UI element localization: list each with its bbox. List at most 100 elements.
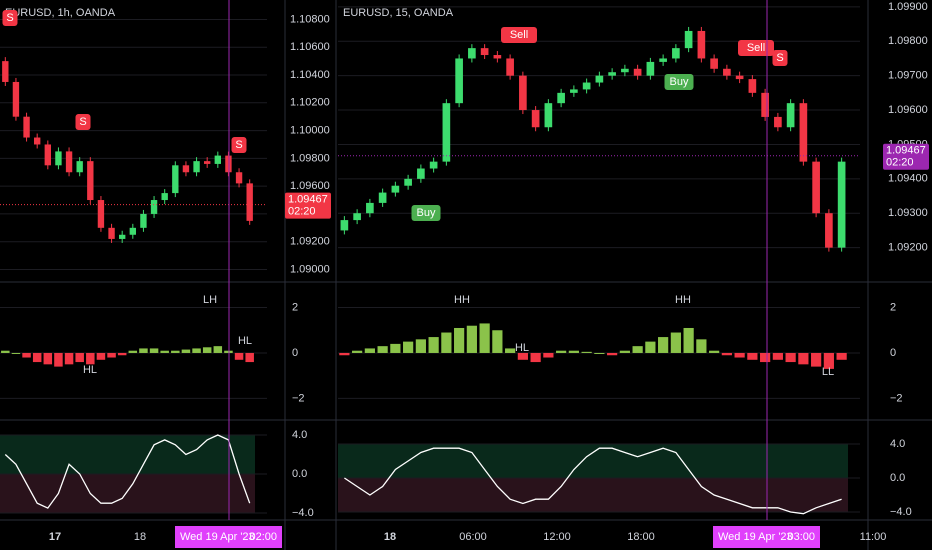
y-tick-label: 1.09600 xyxy=(888,104,928,116)
stochastic-line xyxy=(4,434,251,509)
crosshair-date-box xyxy=(175,526,282,548)
candle-body xyxy=(710,58,718,69)
candle-body xyxy=(557,92,565,104)
y-tick-label: 1.10800 xyxy=(290,13,330,25)
candle-body xyxy=(23,116,30,138)
candle-body xyxy=(214,155,221,164)
zone-band xyxy=(0,435,255,475)
stochastic-line xyxy=(344,447,842,515)
candle-body xyxy=(659,58,667,62)
histogram-bar xyxy=(390,343,401,353)
histogram-bar xyxy=(43,352,53,365)
signal-badge xyxy=(411,205,441,221)
candle-body xyxy=(646,61,655,76)
y-tick-label: 2 xyxy=(292,301,298,313)
price-tag-countdown: 02:20 xyxy=(886,157,914,169)
histogram-bar xyxy=(107,352,116,358)
candle-body xyxy=(735,75,744,80)
histogram-bar xyxy=(479,323,490,353)
candle-body xyxy=(44,144,51,166)
histogram-bar xyxy=(517,352,528,360)
y-tick-label: 1.09800 xyxy=(290,152,330,164)
swing-label: HL xyxy=(83,364,97,376)
histogram-bar xyxy=(32,352,42,363)
candle-body xyxy=(417,168,425,179)
candle-body xyxy=(519,75,527,111)
candle-body xyxy=(774,116,782,128)
histogram-bar xyxy=(785,352,796,363)
candle-body xyxy=(140,213,147,228)
histogram-bar xyxy=(632,346,643,353)
histogram-bar xyxy=(364,348,375,353)
signal-badge xyxy=(501,27,537,43)
histogram-bar xyxy=(772,352,783,360)
candle-body xyxy=(544,103,553,128)
price-tag xyxy=(883,143,929,170)
signal-badge xyxy=(738,40,774,56)
histogram-bar xyxy=(530,352,541,363)
candle-body xyxy=(404,178,412,186)
histogram-bar xyxy=(192,348,201,353)
candle-body xyxy=(468,48,476,59)
histogram-bar xyxy=(709,350,720,353)
candle-body xyxy=(761,92,769,117)
candle-body xyxy=(204,161,211,164)
y-tick-label: 1.10600 xyxy=(290,41,330,53)
candle-body xyxy=(353,213,361,221)
x-tick-label: 18 xyxy=(384,531,396,543)
candle-body xyxy=(87,161,94,201)
candle-body xyxy=(723,68,731,76)
histogram-bar xyxy=(505,348,516,353)
y-tick-label: 1.09300 xyxy=(888,207,928,219)
signal-label: Buy xyxy=(670,76,689,88)
swing-label: HL xyxy=(515,342,529,354)
histogram-bar xyxy=(568,350,579,353)
candle-body xyxy=(748,79,757,93)
y-tick-label: 4.0 xyxy=(292,429,307,441)
zone-band xyxy=(338,477,848,513)
signal-badge xyxy=(75,114,91,130)
histogram-bar xyxy=(543,352,554,358)
candle-body xyxy=(65,151,73,173)
histogram-bar xyxy=(377,346,388,353)
candle-body xyxy=(378,192,387,203)
candle-body xyxy=(366,202,374,214)
candle-body xyxy=(684,30,693,49)
candle-body xyxy=(12,81,20,117)
y-tick-label: 0 xyxy=(890,347,896,359)
price-tag-countdown: 02:20 xyxy=(288,206,316,218)
crosshair-date: Wed 19 Apr '23 xyxy=(718,531,793,543)
y-tick-label: −2 xyxy=(292,392,305,404)
histogram-bar xyxy=(403,341,414,353)
zone-band xyxy=(338,443,848,478)
swing-label: HH xyxy=(675,294,691,306)
signal-label: S xyxy=(79,116,86,128)
histogram-bar xyxy=(734,352,745,358)
y-tick-label: 1.10000 xyxy=(290,124,330,136)
crosshair-time: 03:00 xyxy=(787,531,815,543)
candle-body xyxy=(531,110,540,128)
histogram-bar xyxy=(160,350,169,353)
y-tick-label: −2 xyxy=(890,392,903,404)
candle-body xyxy=(455,58,463,104)
candle-body xyxy=(595,75,604,83)
y-tick-label: 0.0 xyxy=(292,468,307,480)
price-tag-value: 1.09467 xyxy=(886,145,926,157)
histogram-bar xyxy=(594,352,605,354)
candle-body xyxy=(76,161,83,173)
y-tick-label: −4.0 xyxy=(890,506,912,518)
crosshair-time: 02:00 xyxy=(249,531,277,543)
zone-band xyxy=(0,474,255,513)
signal-label: Buy xyxy=(417,207,436,219)
signal-label: Sell xyxy=(510,29,528,41)
y-tick-label: 4.0 xyxy=(890,438,905,450)
x-tick-label: 18:00 xyxy=(627,531,655,543)
candle-body xyxy=(34,137,41,145)
histogram-bar xyxy=(658,337,669,353)
histogram-bar xyxy=(836,352,847,360)
candle-body xyxy=(812,161,820,214)
histogram-bar xyxy=(645,341,656,353)
signal-badge xyxy=(231,137,247,153)
chart-title: EURUSD, 1h, OANDA xyxy=(5,7,116,19)
histogram-bar xyxy=(670,332,681,353)
